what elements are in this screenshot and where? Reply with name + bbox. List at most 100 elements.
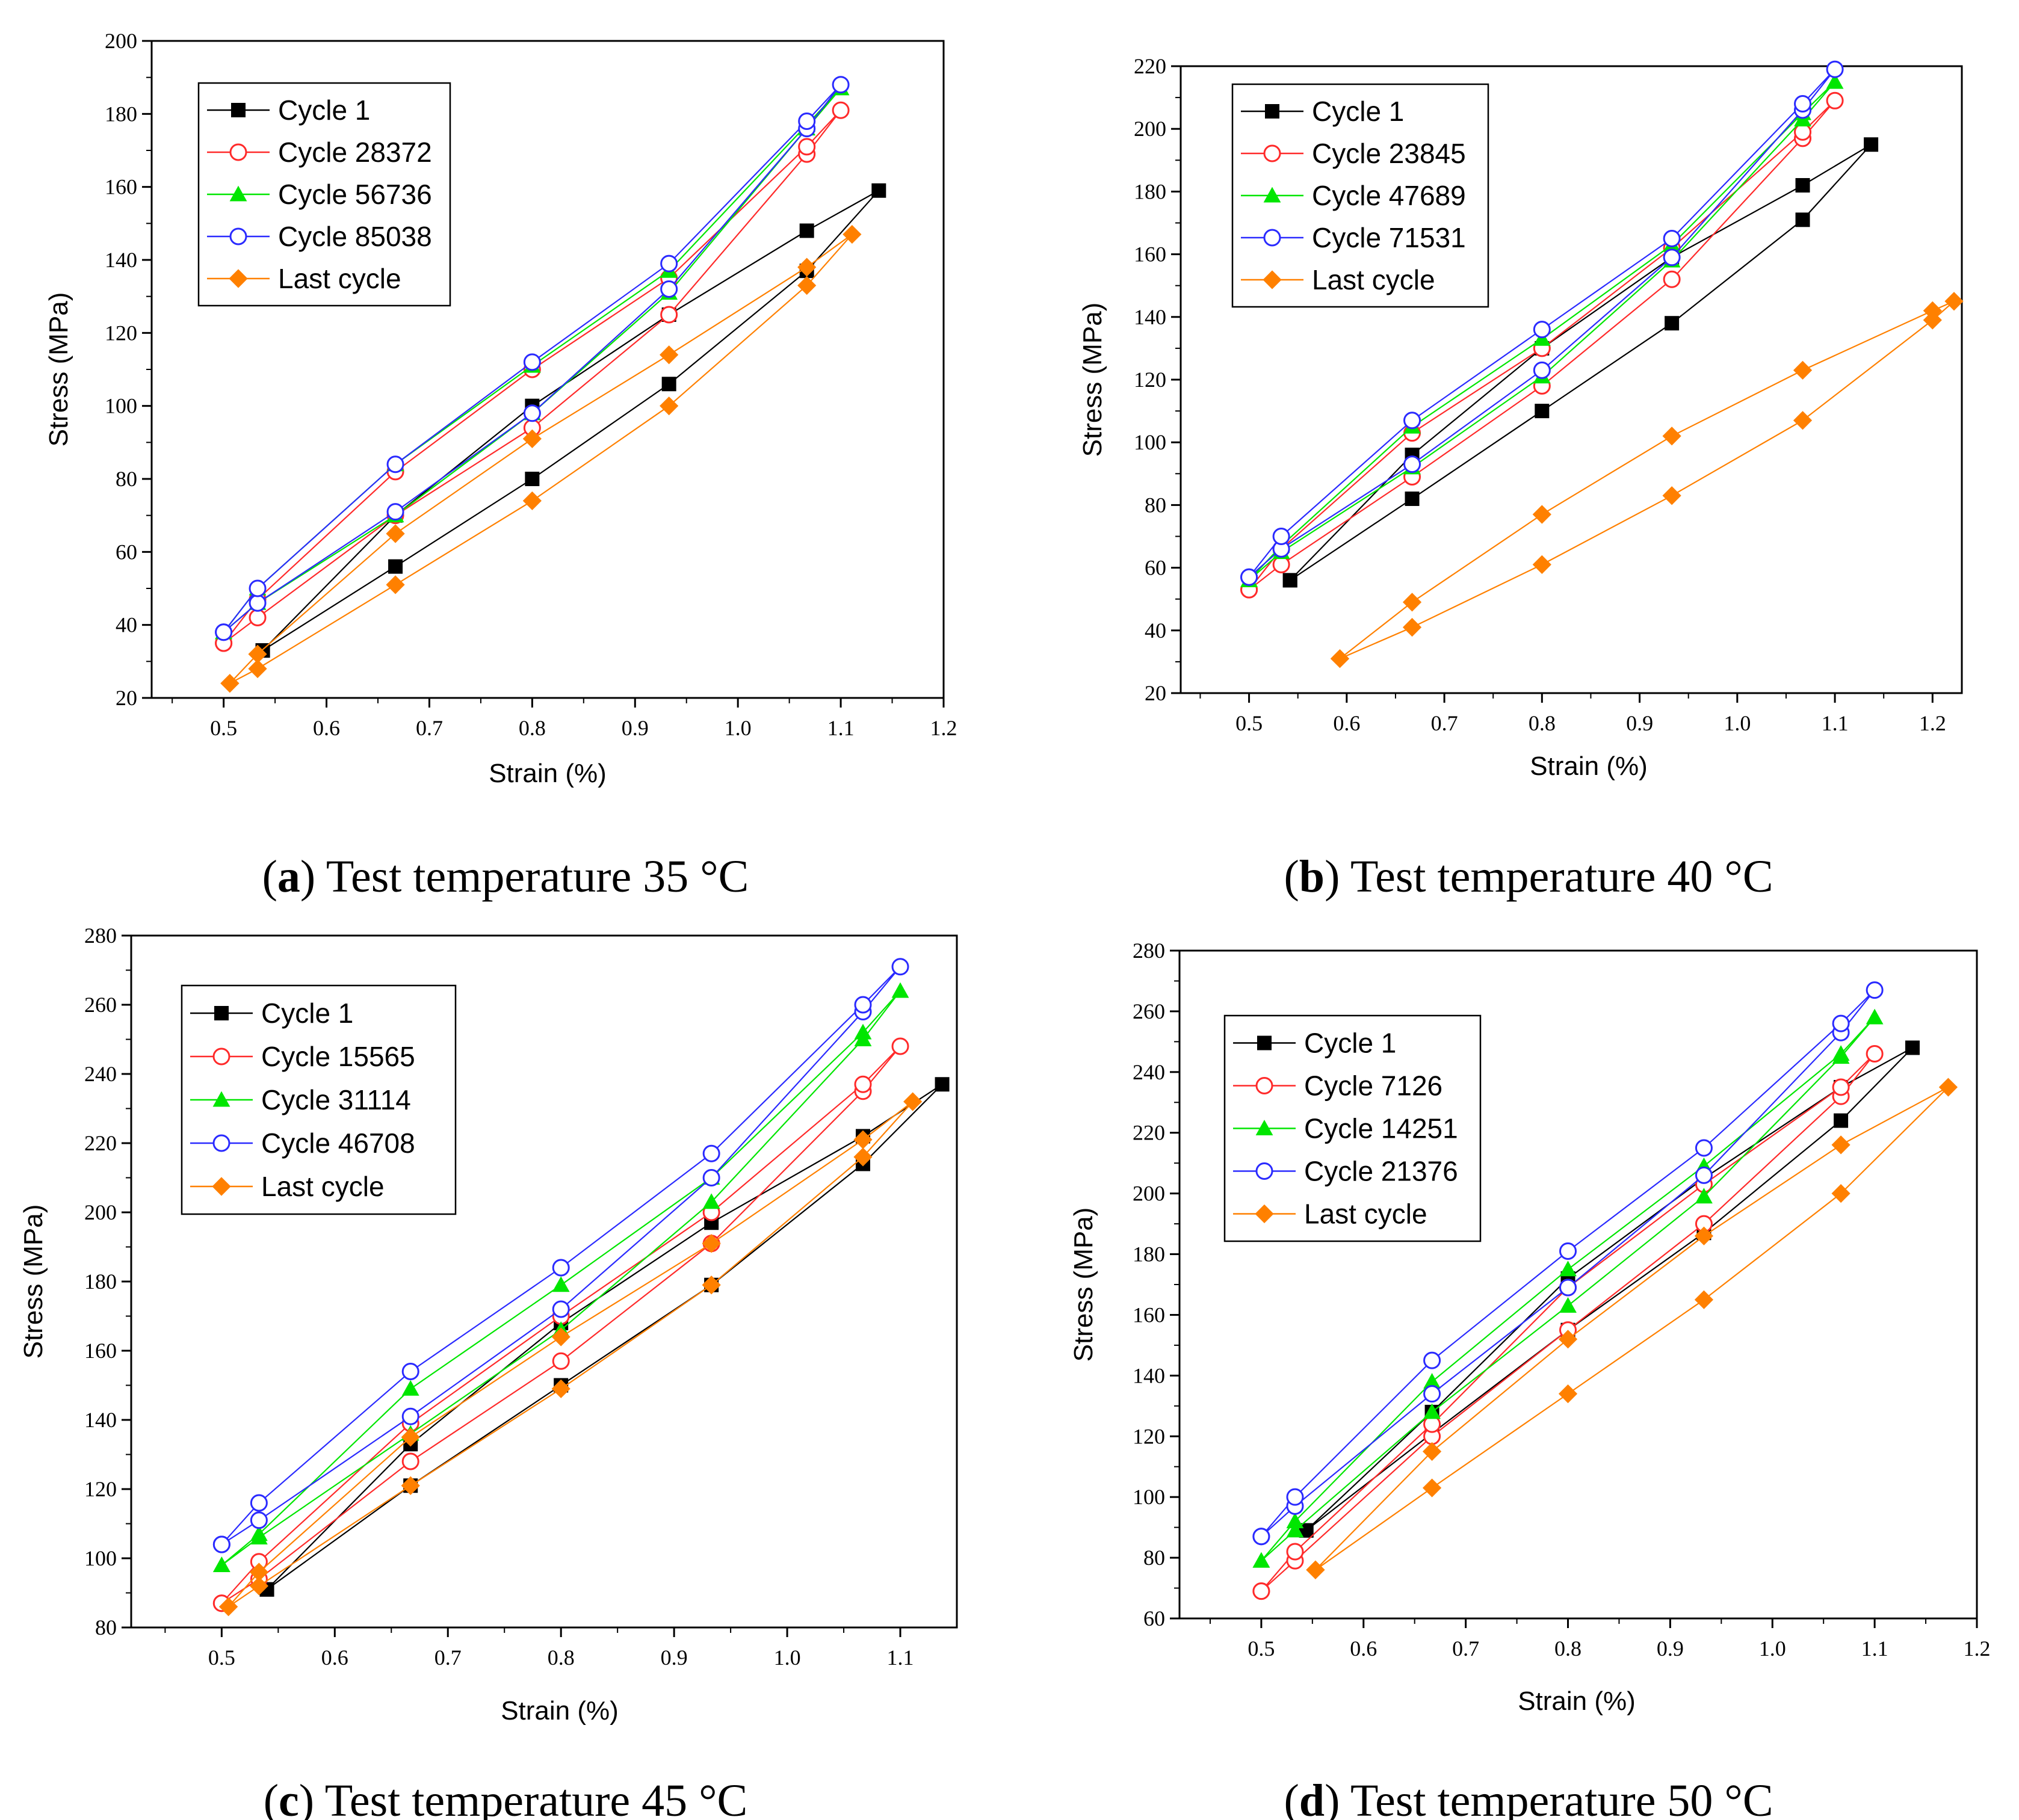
caption-paren-open: ( [262, 851, 277, 902]
series-4 [215, 76, 850, 641]
data-point [401, 1380, 419, 1396]
x-tick-label: 0.9 [622, 716, 649, 740]
y-tick-label: 220 [84, 1131, 117, 1155]
data-point [1864, 137, 1879, 152]
data-point [249, 594, 267, 612]
series-5 [1330, 292, 1964, 668]
x-axis-title: Strain (%) [501, 1696, 619, 1726]
x-axis-title: Strain (%) [1518, 1686, 1636, 1716]
y-tick-label: 40 [1145, 618, 1166, 643]
panel-caption: (b) Test temperature 40 °C [1284, 851, 1773, 902]
x-tick-label: 1.0 [1759, 1636, 1786, 1661]
data-point [660, 345, 679, 365]
data-point [661, 377, 676, 392]
y-tick-label: 240 [84, 1062, 117, 1086]
data-point [401, 1428, 420, 1447]
data-point [1834, 1113, 1849, 1128]
data-point [903, 1092, 923, 1111]
x-tick-label: 1.2 [930, 716, 957, 740]
y-axis-title: Stress (MPa) [19, 1205, 48, 1359]
legend-label: Last cycle [278, 263, 401, 294]
data-point [1831, 1184, 1850, 1203]
x-tick-label: 0.9 [661, 1646, 688, 1670]
data-point [1559, 1242, 1577, 1260]
caption-paren-open: ( [264, 1775, 279, 1820]
series-2 [1252, 1045, 1884, 1600]
legend-label: Cycle 47689 [1312, 180, 1466, 211]
x-tick-label: 0.8 [1529, 711, 1556, 735]
legend-label: Cycle 14251 [1304, 1113, 1458, 1144]
data-point [1665, 316, 1680, 331]
data-point [522, 429, 542, 448]
y-tick-label: 200 [1134, 117, 1166, 141]
x-axis-title: Strain (%) [1530, 751, 1648, 781]
x-tick-label: 1.1 [1861, 1636, 1888, 1661]
data-point [832, 101, 850, 119]
data-point [1272, 528, 1290, 545]
chart-a: 0.5 0.6 0.7 0.8 0.9 1.0 1.1 1.2 20 40 60 80 100 120 14… [44, 29, 957, 902]
data-point [1826, 60, 1844, 78]
panel-caption: (d) Test temperature 50 °C [1284, 1775, 1773, 1820]
y-tick-label: 180 [1134, 179, 1166, 203]
data-point [1252, 1528, 1270, 1546]
data-point [1866, 1008, 1884, 1025]
x-tick-label: 0.6 [313, 716, 340, 740]
legend-marker [1255, 1077, 1273, 1094]
legend-label: Last cycle [1312, 264, 1435, 295]
data-point [401, 1407, 419, 1425]
x-tick-label: 1.2 [1919, 711, 1946, 735]
y-tick-label: 120 [1133, 1424, 1165, 1448]
legend-marker [229, 227, 247, 245]
legend: Cycle 1 Cycle 15565 Cycle 31114 Cycle 46708… [181, 984, 457, 1215]
x-tick-label: 0.5 [210, 716, 237, 740]
legend-label: Last cycle [1304, 1198, 1427, 1230]
data-point [552, 1300, 570, 1318]
data-point [1535, 404, 1550, 419]
data-point [1532, 505, 1551, 524]
data-point [1695, 1139, 1713, 1157]
caption-letter: b [1299, 851, 1325, 902]
y-tick-label: 280 [1133, 939, 1165, 963]
legend-marker [1255, 1204, 1274, 1224]
x-tick-label: 0.7 [416, 716, 443, 740]
series-2 [212, 1037, 909, 1612]
series-4 [212, 958, 909, 1553]
data-point [702, 1234, 721, 1253]
y-tick-label: 220 [1133, 1121, 1165, 1145]
y-tick-label: 160 [84, 1339, 117, 1363]
x-tick-label: 1.1 [1822, 711, 1849, 735]
data-point [386, 575, 405, 594]
caption-paren-close: ) [299, 1775, 325, 1820]
y-tick-label: 200 [84, 1200, 117, 1224]
y-tick-label: 140 [1133, 1363, 1165, 1387]
y-tick-label: 100 [1133, 1485, 1165, 1509]
data-point [853, 1130, 873, 1149]
data-point [1663, 270, 1681, 288]
data-point [1795, 212, 1810, 227]
legend-label: Cycle 71531 [1312, 222, 1466, 253]
legend-marker [1263, 270, 1282, 289]
series-5 [219, 1092, 923, 1617]
legend-label: Last cycle [261, 1171, 385, 1202]
data-point [1559, 1260, 1577, 1277]
caption-letter: d [1299, 1775, 1325, 1820]
data-point [386, 503, 404, 521]
panel-caption: (a) Test temperature 35 °C [262, 851, 749, 902]
data-point [551, 1327, 570, 1346]
data-point [702, 1144, 720, 1162]
data-point [853, 1147, 873, 1167]
data-point [401, 1452, 419, 1470]
caption-paren-open: ( [1284, 1775, 1299, 1820]
x-tick-label: 1.0 [725, 716, 752, 740]
legend-label: Cycle 28372 [278, 137, 432, 168]
data-point [1533, 361, 1551, 379]
legend-marker [229, 185, 247, 202]
y-tick-label: 80 [95, 1615, 117, 1640]
data-point [1402, 593, 1422, 612]
caption-text: Test temperature 40 °C [1350, 851, 1773, 902]
y-tick-label: 120 [105, 321, 137, 345]
data-point [843, 224, 862, 244]
data-point [1559, 1279, 1577, 1297]
legend-marker [1263, 187, 1281, 203]
legend-marker [212, 1091, 230, 1107]
